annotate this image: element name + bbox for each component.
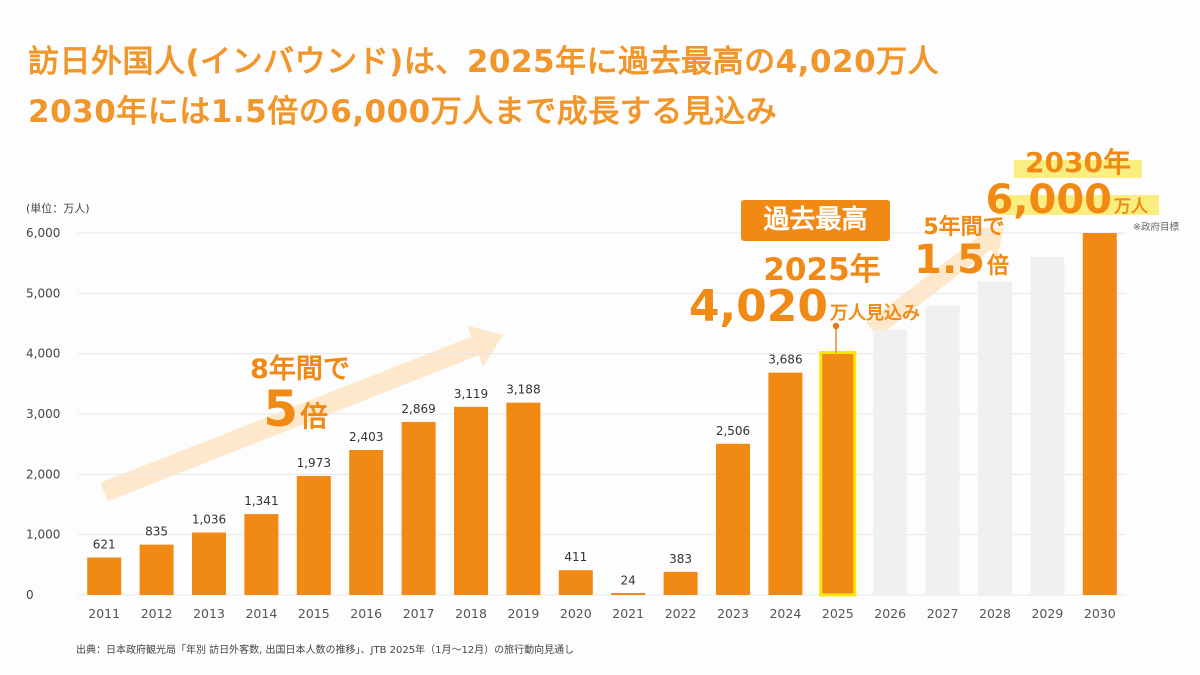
bar-2024 (768, 372, 803, 595)
target-year: 2030年 (1025, 146, 1131, 179)
growth-5y-multiplier: 1.5 (914, 237, 985, 283)
y-tick-label: 2,000 (26, 467, 60, 481)
x-tick-label: 2022 (665, 606, 697, 621)
growth-8y-suffix: 倍 (300, 400, 328, 433)
unit-label: (単位：万人) (26, 201, 90, 215)
x-tick-label: 2029 (1031, 606, 1063, 621)
gridlines (78, 232, 1126, 596)
growth-5y-suffix: 倍 (987, 253, 1009, 279)
data-label-2021: 24 (621, 574, 636, 588)
y-tick-label: 5,000 (26, 286, 60, 300)
bar-2021 (611, 593, 646, 595)
growth-5y-label: 5年間で (923, 214, 1004, 240)
bar-2030 (1082, 233, 1117, 595)
bar-2025 (819, 350, 857, 597)
bar-2017 (401, 421, 436, 595)
x-tick-label: 2025 (822, 606, 854, 621)
x-tick-label: 2030 (1084, 606, 1116, 621)
data-label-2023: 2,506 (716, 424, 750, 438)
data-label-2011: 621 (93, 538, 116, 552)
bar-2023 (716, 443, 750, 595)
record-badge (741, 200, 890, 241)
bar-2011 (87, 557, 122, 595)
y-tick-label: 6,000 (26, 226, 60, 240)
headline-line-1: 訪日外国人(インバウンド)は、2025年に過去最高の4,020万人 (28, 44, 940, 80)
record-suffix: 万人見込み (829, 303, 920, 324)
x-tick-label: 2023 (717, 606, 749, 621)
bar-2019 (506, 402, 541, 595)
target-value-highlight (997, 195, 1159, 215)
x-tick-label: 2011 (88, 606, 120, 621)
growth-8y-label: 8年間で (250, 353, 350, 385)
x-tick-label: 2020 (560, 606, 592, 621)
growth-arrow-2025-2030 (866, 227, 1004, 338)
x-axis: 2011 2012 2013 2014 2015 2016 2017 2018 2019 2020… (88, 606, 1115, 621)
data-label-2019: 3,188 (506, 383, 540, 397)
x-tick-label: 2017 (403, 606, 435, 621)
data-label-2018: 3,119 (454, 387, 488, 401)
bar-2012 (139, 544, 174, 595)
bar-2020 (558, 570, 593, 595)
data-label-2020: 411 (564, 550, 587, 564)
bar-2022 (663, 571, 698, 595)
data-label-2016: 2,403 (349, 430, 383, 444)
y-tick-label: 1,000 (26, 528, 60, 542)
y-tick-label: 4,000 (26, 347, 60, 361)
data-label-2012: 835 (145, 525, 168, 539)
record-year: 2025年 (763, 252, 880, 288)
data-label-2015: 1,973 (297, 456, 331, 470)
x-tick-label: 2018 (455, 606, 487, 621)
x-tick-label: 2015 (298, 606, 330, 621)
data-label-2017: 2,869 (401, 402, 435, 416)
target-suffix: 万人 (1113, 197, 1149, 217)
growth-8y-multiplier: 5 (263, 380, 298, 438)
record-value: 4,020 (689, 281, 828, 332)
bar-2016 (349, 450, 384, 595)
x-tick-label: 2013 (193, 606, 225, 621)
bar-2028 (978, 281, 1012, 595)
data-label-2024: 3,686 (768, 353, 802, 367)
bar-2015 (296, 475, 331, 595)
data-label-2022: 383 (669, 552, 692, 566)
bar-2014 (244, 514, 279, 595)
data-label-2014: 1,341 (244, 494, 278, 508)
target-year-highlight (1014, 160, 1142, 178)
y-tick-label: 3,000 (26, 407, 60, 421)
x-tick-label: 2027 (927, 606, 959, 621)
bar-2029 (1030, 257, 1065, 595)
x-tick-label: 2019 (507, 606, 539, 621)
growth-arrow-2011-2019 (100, 325, 503, 502)
bar-2026 (873, 329, 908, 595)
x-tick-label: 2012 (141, 606, 173, 621)
bars (87, 233, 1117, 597)
target-value: 6,000 (985, 177, 1112, 223)
bar-2027 (925, 305, 960, 595)
y-tick-label: 0 (26, 588, 34, 602)
bar-2018 (454, 406, 488, 595)
target-note: ※政府目標 (1133, 221, 1179, 233)
x-tick-label: 2028 (979, 606, 1011, 621)
record-badge-label: 過去最高 (763, 205, 868, 235)
source-note: 出典：日本政府観光局「年別 訪日外客数, 出国日本人数の推移」、JTB 2025… (76, 645, 575, 656)
x-tick-label: 2021 (612, 606, 644, 621)
x-tick-label: 2024 (769, 606, 801, 621)
data-label-2013: 1,036 (192, 512, 226, 526)
x-tick-label: 2026 (874, 606, 906, 621)
x-tick-label: 2014 (245, 606, 277, 621)
data-labels: 621 835 1,036 1,341 1,973 2,403 2,869 3,119 3,18… (93, 353, 803, 588)
bar-2013 (192, 532, 226, 595)
growth-arrows (100, 227, 1004, 502)
headline-line-2: 2030年には1.5倍の6,000万人まで成長する見込み (28, 94, 778, 130)
y-axis: 0 1,000 2,000 3,000 4,000 5,000 6,000 (26, 226, 60, 602)
record-leader-dot (832, 322, 840, 330)
x-tick-label: 2016 (350, 606, 382, 621)
